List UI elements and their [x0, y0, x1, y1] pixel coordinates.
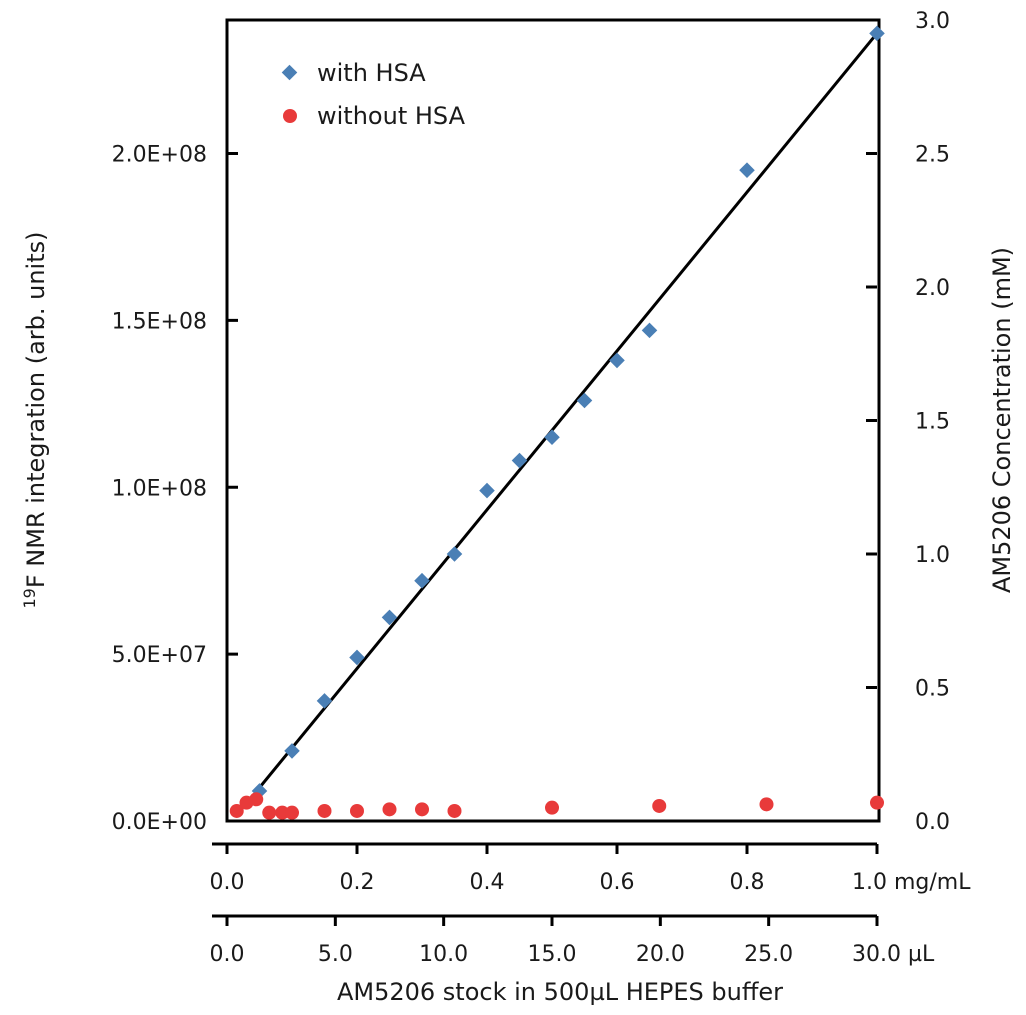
point-without-hsa [262, 805, 277, 820]
mg-axis-ticks: 0.0 0.2 0.4 0.6 0.8 1.0 mg/mL [210, 844, 971, 895]
legend-label-without-hsa: without HSA [317, 102, 466, 130]
legend: with HSA without HSA [281, 59, 466, 130]
point-without-hsa [249, 792, 264, 807]
point-with-hsa [739, 162, 755, 178]
right-tick-label: 1.5 [915, 410, 950, 435]
point-with-hsa [641, 322, 658, 339]
ul-tick-label: 15.0 [528, 942, 577, 967]
ul-tick-label: 5.0 [318, 942, 353, 967]
left-tick-label: 2.0E+08 [112, 143, 207, 168]
left-tick-label: 1.0E+08 [112, 476, 207, 501]
ul-tick-label: 10.0 [419, 942, 468, 967]
ul-axis-ticks: 0.0 5.0 10.0 15.0 20.0 25.0 30.0 µL [210, 916, 935, 967]
point-with-hsa [609, 352, 625, 369]
point-without-hsa [275, 805, 290, 820]
point-without-hsa [350, 803, 364, 818]
left-tick-label: 0.0E+00 [112, 810, 207, 835]
point-with-hsa [479, 482, 495, 499]
point-without-hsa [415, 802, 429, 817]
point-with-hsa [316, 693, 333, 709]
x-axis-title: AM5206 stock in 500µL HEPES buffer [337, 978, 783, 1006]
ul-tick-label: 30.0 µL [852, 942, 935, 967]
point-with-hsa [544, 429, 560, 445]
ul-tick-label: 25.0 [744, 942, 793, 967]
right-tick-label: 2.5 [915, 143, 950, 168]
mg-tick-label: 1.0 mg/mL [852, 870, 971, 895]
point-without-hsa [317, 803, 332, 818]
ul-tick-label: 20.0 [636, 942, 685, 967]
point-with-hsa [446, 546, 463, 562]
plot-frame [225, 18, 881, 823]
point-without-hsa [447, 803, 462, 818]
right-tick-label: 0.0 [915, 810, 950, 835]
right-axis-ticks: 0.0 0.5 1.0 1.5 2.0 2.5 3.0 [866, 9, 950, 835]
left-axis-title: 19F NMR integration (arb. units) [20, 231, 51, 608]
mg-tick-label: 0.8 [730, 870, 765, 895]
mg-tick-label: 0.0 [210, 870, 245, 895]
point-without-hsa [545, 800, 559, 815]
mg-tick-label: 0.2 [340, 870, 375, 895]
legend-marker-with-hsa [281, 64, 298, 81]
legend-marker-without-hsa [283, 109, 297, 123]
mg-tick-label: 0.4 [470, 870, 505, 895]
left-axis-ticks: 0.0E+00 5.0E+07 1.0E+08 1.5E+08 2.0E+08 [112, 143, 238, 835]
point-with-hsa [511, 452, 528, 469]
right-tick-label: 3.0 [915, 9, 950, 34]
right-tick-label: 0.5 [915, 677, 950, 702]
left-axis-title-sup: 19 [20, 588, 39, 608]
point-with-hsa [414, 572, 430, 589]
legend-label-with-hsa: with HSA [317, 59, 426, 87]
ul-tick-label: 0.0 [210, 942, 245, 967]
left-tick-label: 5.0E+07 [112, 643, 207, 668]
mg-tick-label: 0.6 [600, 870, 635, 895]
left-tick-label: 1.5E+08 [112, 309, 207, 334]
point-without-hsa [285, 805, 299, 820]
point-without-hsa [652, 798, 667, 813]
point-without-hsa [382, 802, 397, 817]
point-without-hsa [759, 797, 774, 812]
point-without-hsa [870, 795, 884, 810]
point-without-hsa [229, 803, 244, 818]
fit-line [258, 32, 879, 789]
right-tick-label: 1.0 [915, 543, 950, 568]
right-axis-title: AM5206 Concentration (mM) [988, 247, 1016, 593]
left-axis-title-main: F NMR integration (arb. units) [22, 231, 50, 588]
right-tick-label: 2.0 [915, 276, 950, 301]
